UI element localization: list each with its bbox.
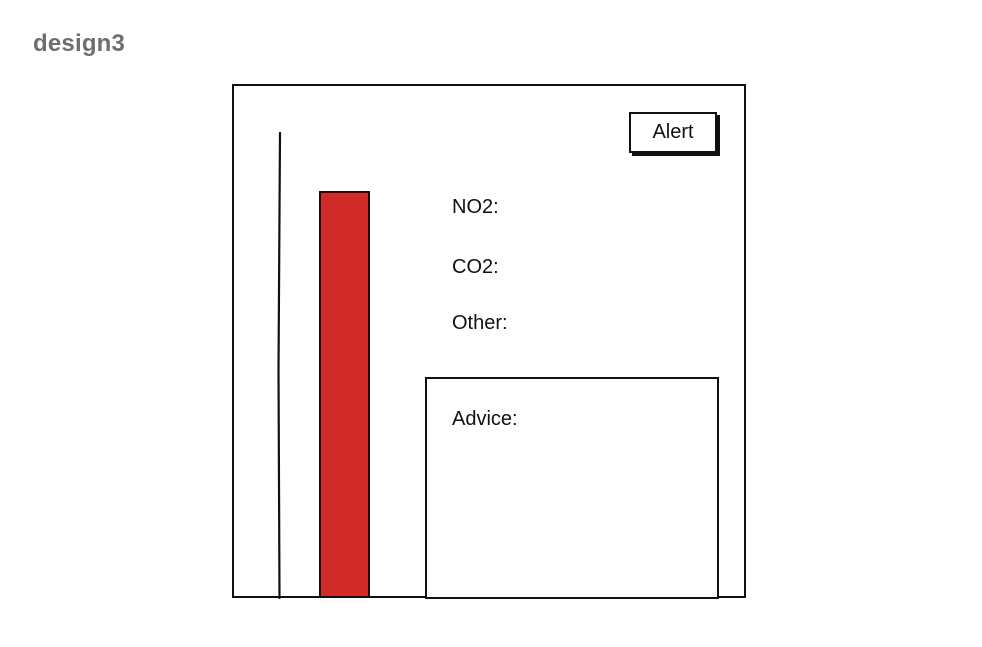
page-title: design3 [33,30,126,57]
advice-panel [425,377,719,599]
alert-button[interactable]: Alert [629,112,717,153]
other-label: Other: [452,312,508,334]
level-bar [319,191,370,598]
advice-label: Advice: [452,408,518,430]
no2-label: NO2: [452,196,499,218]
co2-label: CO2: [452,256,499,278]
